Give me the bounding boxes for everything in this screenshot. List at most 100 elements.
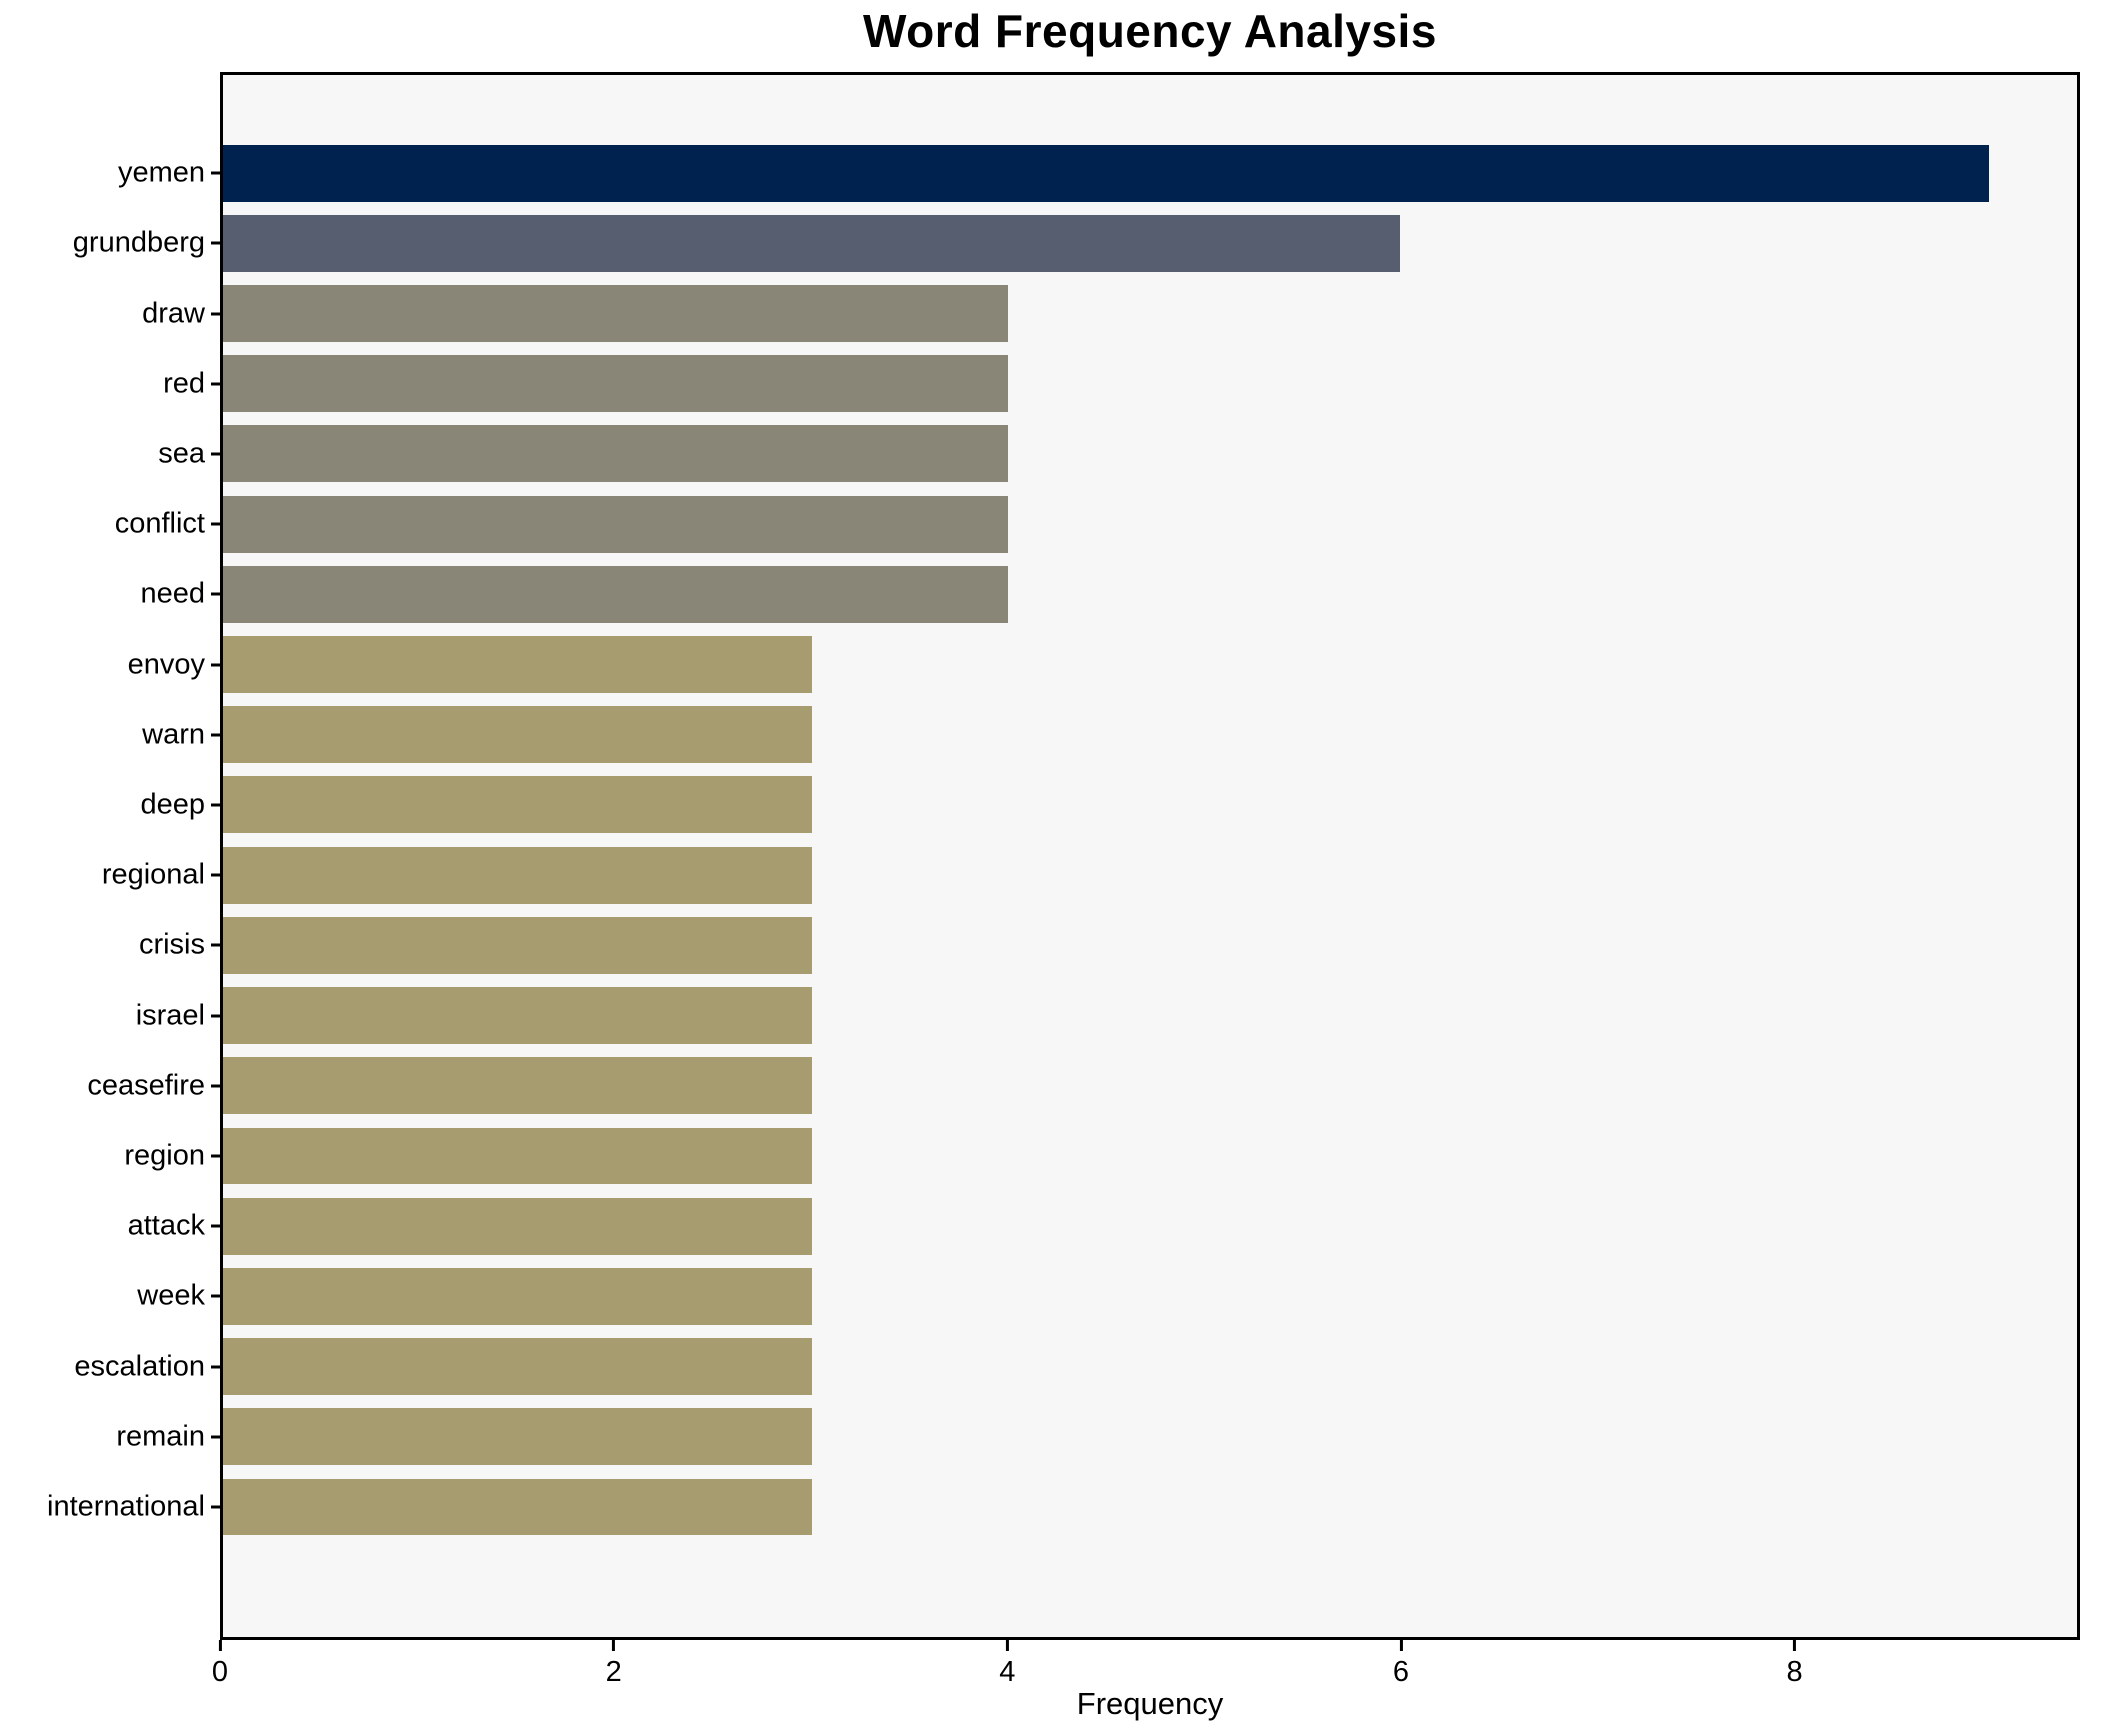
- bar-row: ceasefire: [87, 1051, 2077, 1121]
- bar: [223, 144, 1989, 202]
- bar: [223, 1408, 812, 1466]
- bar-row: international: [47, 1472, 2077, 1542]
- bar-row: regional: [102, 840, 2077, 910]
- bar: [223, 565, 1008, 623]
- y-tick-label: draw: [142, 297, 205, 329]
- y-tick-mark: [211, 1365, 222, 1369]
- bar-row: region: [124, 1121, 2077, 1191]
- bar-row: grundberg: [73, 208, 2077, 278]
- y-tick-mark: [211, 452, 222, 456]
- y-tick-mark: [211, 733, 222, 737]
- y-tick-label: attack: [127, 1209, 205, 1242]
- x-tick: 0: [212, 1640, 228, 1687]
- bar-row: yemen: [118, 138, 2077, 208]
- bar: [223, 916, 812, 974]
- x-tick: 6: [1393, 1640, 1409, 1687]
- bar: [223, 1338, 812, 1395]
- y-tick-label: red: [163, 367, 205, 400]
- y-tick-mark: [211, 382, 222, 386]
- y-tick-label: regional: [101, 858, 205, 891]
- y-tick-mark: [211, 1435, 222, 1439]
- bar: [223, 285, 1008, 342]
- x-tick-mark: [1793, 1640, 1797, 1651]
- bar: [223, 495, 1008, 553]
- y-tick-mark: [211, 1294, 222, 1298]
- x-axis: 0 2 4 6 8: [212, 1640, 2080, 1715]
- bar: [223, 1197, 812, 1255]
- x-tick: 2: [606, 1640, 622, 1687]
- bar-row: deep: [140, 770, 2077, 840]
- bar: [223, 1057, 812, 1115]
- bar: [223, 987, 812, 1044]
- y-tick-label: yemen: [117, 156, 205, 189]
- y-tick-label: envoy: [127, 648, 205, 681]
- y-tick-label: deep: [140, 788, 205, 821]
- bar-row: need: [140, 559, 2077, 629]
- bar-row: remain: [116, 1402, 2077, 1472]
- x-tick: 4: [999, 1640, 1015, 1687]
- x-tick-mark: [1399, 1640, 1403, 1651]
- y-tick-label: crisis: [138, 928, 205, 961]
- y-tick-label: region: [124, 1139, 205, 1172]
- x-tick-label: 0: [211, 1656, 229, 1688]
- x-tick-label: 6: [1392, 1656, 1410, 1688]
- y-tick-label: grundberg: [72, 226, 205, 259]
- bar-row: conflict: [115, 489, 2077, 559]
- bar-row: sea: [158, 419, 2077, 489]
- bar: [223, 776, 812, 834]
- bar-row: draw: [142, 278, 2077, 348]
- x-axis-label: Frequency: [1076, 1686, 1224, 1721]
- bars-container: yemen grundberg draw red sea conflict need envo…: [47, 138, 2077, 1542]
- y-tick-mark: [211, 1154, 222, 1158]
- y-tick-mark: [211, 592, 222, 596]
- y-tick-label: need: [140, 577, 205, 610]
- y-tick-mark: [211, 873, 222, 877]
- y-tick-mark: [211, 522, 222, 526]
- bar: [223, 355, 1008, 413]
- x-tick-mark: [1005, 1640, 1009, 1651]
- bar: [223, 1267, 812, 1325]
- y-tick-mark: [211, 312, 222, 315]
- y-tick-mark: [211, 1505, 222, 1509]
- bar: [223, 706, 812, 764]
- bar-row: week: [137, 1261, 2077, 1331]
- y-tick-mark: [211, 803, 222, 807]
- y-tick-label: conflict: [114, 507, 205, 540]
- y-tick-label: week: [137, 1279, 205, 1312]
- x-tick-label: 4: [999, 1656, 1016, 1688]
- bar: [223, 636, 812, 693]
- bar-row: envoy: [128, 629, 2077, 699]
- bar-row: red: [163, 349, 2077, 419]
- bar: [223, 1127, 812, 1185]
- bar: [223, 425, 1008, 483]
- bar: [223, 214, 1401, 272]
- x-tick: 8: [1787, 1640, 1803, 1687]
- y-tick-label: israel: [135, 999, 205, 1032]
- y-tick-mark: [211, 1084, 222, 1088]
- y-tick-label: sea: [158, 437, 205, 470]
- y-tick-mark: [211, 241, 222, 245]
- x-tick-mark: [612, 1640, 616, 1651]
- plot-area: yemen grundberg draw red sea conflict need envo…: [47, 72, 2080, 1640]
- bar: [223, 1478, 812, 1536]
- y-tick-mark: [211, 1224, 222, 1228]
- x-tick-label: 2: [605, 1656, 622, 1688]
- x-tick-mark: [218, 1640, 222, 1651]
- y-tick-mark: [211, 171, 222, 175]
- bar-row: crisis: [139, 910, 2077, 980]
- bar-row: escalation: [74, 1331, 2077, 1401]
- x-tick-label: 8: [1786, 1656, 1803, 1688]
- bar-row: israel: [136, 980, 2077, 1050]
- y-tick-mark: [211, 1014, 222, 1018]
- y-tick-label: ceasefire: [87, 1069, 205, 1102]
- bar: [223, 846, 812, 904]
- y-tick-label: remain: [116, 1420, 205, 1453]
- y-tick-mark: [211, 663, 222, 667]
- chart-title: Word Frequency Analysis: [863, 5, 1437, 57]
- y-tick-label: escalation: [74, 1350, 205, 1383]
- y-tick-mark: [211, 943, 222, 947]
- y-tick-label: international: [47, 1490, 205, 1523]
- bar-row: warn: [142, 700, 2077, 770]
- y-tick-label: warn: [142, 718, 205, 751]
